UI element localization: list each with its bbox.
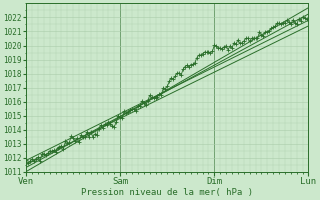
X-axis label: Pression niveau de la mer( hPa ): Pression niveau de la mer( hPa ) xyxy=(81,188,253,197)
